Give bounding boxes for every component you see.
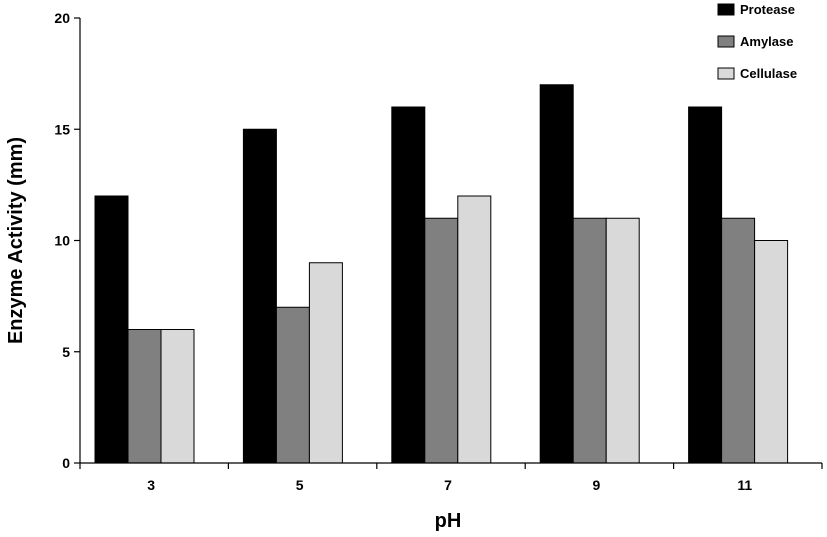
bar-cellulase-ph-3 [160, 329, 195, 464]
bar-protease-ph-7 [391, 106, 426, 464]
legend-label-cellulase: Cellulase [740, 66, 797, 81]
legend-label-amylase: Amylase [740, 34, 793, 49]
x-tick-label: 5 [296, 477, 304, 493]
x-axis-title: pH [435, 510, 462, 532]
legend-swatch-cellulase [717, 67, 735, 80]
x-tick-label: 3 [147, 477, 155, 493]
axes-layer: 0 5 10 15 20 3 5 7 9 11 [54, 10, 823, 493]
x-tick-label: 11 [737, 477, 752, 493]
bar-cellulase-ph-9 [605, 217, 640, 464]
bar-cellulase-ph-5 [308, 262, 343, 464]
bar-amylase-ph-3 [127, 329, 162, 464]
y-tick-label: 0 [62, 455, 70, 471]
bar-protease-ph-11 [688, 106, 723, 464]
legend-label-protease: Protease [740, 2, 795, 17]
legend-swatch-amylase [717, 35, 735, 48]
bar-amylase-ph-11 [721, 217, 756, 464]
legend: Protease Amylase Cellulase [717, 2, 797, 81]
bars-layer [94, 84, 789, 464]
bar-protease-ph-9 [539, 84, 574, 464]
x-tick-label: 9 [593, 477, 601, 493]
y-tick-label: 10 [54, 233, 70, 249]
bar-protease-ph-5 [242, 128, 277, 464]
y-tick-label: 5 [62, 344, 70, 360]
y-tick-label: 20 [54, 10, 70, 26]
bar-amylase-ph-9 [572, 217, 607, 464]
y-tick-label: 15 [54, 121, 70, 137]
bar-protease-ph-3 [94, 195, 129, 464]
x-tick-label: 7 [444, 477, 452, 493]
bar-amylase-ph-5 [275, 306, 310, 464]
bar-cellulase-ph-7 [457, 195, 492, 464]
bar-amylase-ph-7 [424, 217, 459, 464]
y-axis-title: Enzyme Activity (mm) [5, 137, 27, 344]
legend-swatch-protease [717, 3, 735, 16]
bar-cellulase-ph-11 [754, 240, 789, 464]
